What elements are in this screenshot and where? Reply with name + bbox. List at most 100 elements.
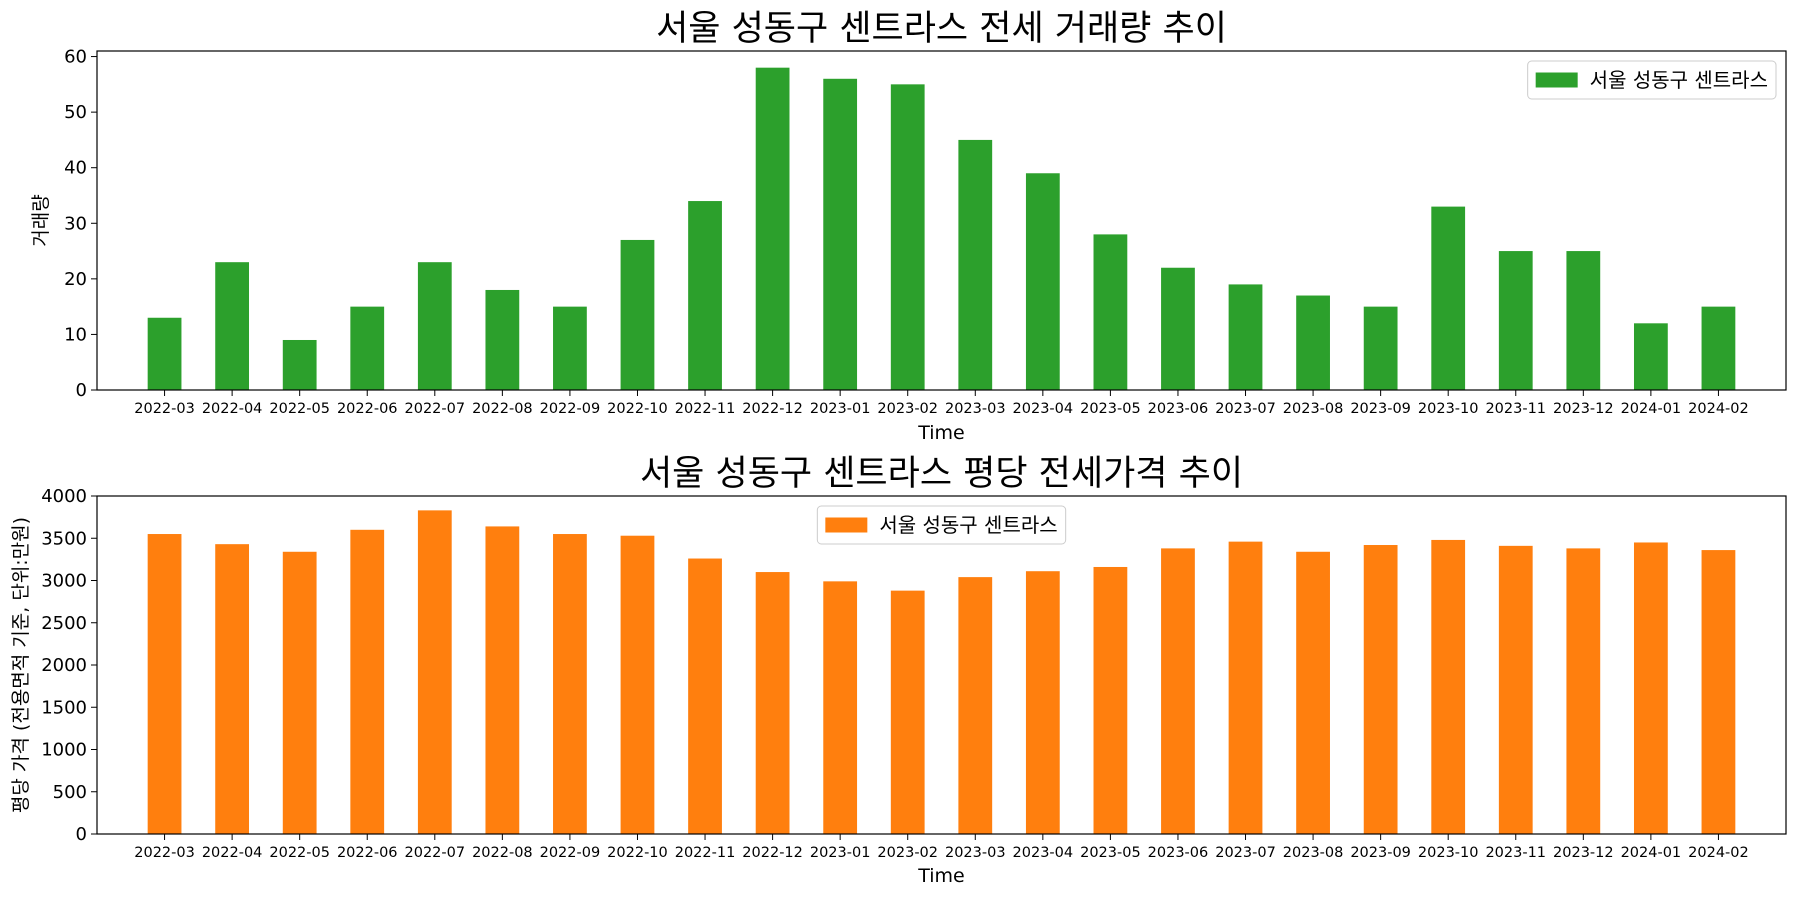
bar <box>1566 548 1601 834</box>
y-tick-label: 3000 <box>41 571 87 592</box>
x-tick-label: 2022-12 <box>742 845 803 861</box>
x-tick-label: 2022-03 <box>134 845 195 861</box>
x-tick-label: 2023-08 <box>1283 845 1344 861</box>
bar <box>1161 548 1195 834</box>
bar <box>1093 234 1128 390</box>
x-tick-label: 2023-07 <box>1215 845 1276 861</box>
x-tick-label: 2023-04 <box>1013 401 1074 417</box>
bar <box>823 78 858 390</box>
bar <box>215 262 250 390</box>
x-tick-label: 2023-04 <box>1013 845 1074 861</box>
bar <box>282 551 317 834</box>
x-tick-label: 2024-02 <box>1688 401 1749 417</box>
legend-box <box>1527 60 1777 100</box>
y-tick-label: 60 <box>64 47 87 68</box>
legend-label: 서울 성동구 센트라스 <box>879 513 1057 537</box>
x-tick-label: 2023-03 <box>945 401 1006 417</box>
y-tick-label: 1500 <box>41 697 87 718</box>
x-tick-label: 2024-01 <box>1621 845 1682 861</box>
x-tick-label: 2022-05 <box>269 401 330 417</box>
bar <box>688 558 722 834</box>
y-axis-label: 거래량 <box>30 194 52 246</box>
bar <box>417 510 452 834</box>
bar <box>1228 284 1263 390</box>
y-tick-label: 20 <box>64 269 87 290</box>
y-tick-label: 1000 <box>41 740 87 761</box>
bar <box>417 262 452 390</box>
bar <box>823 581 858 834</box>
x-tick-label: 2022-05 <box>269 845 330 861</box>
y-tick-label: 40 <box>64 158 87 179</box>
plot-frame <box>96 50 1787 391</box>
bar <box>553 534 587 834</box>
x-tick-label: 2023-10 <box>1418 401 1479 417</box>
x-tick-label: 2023-09 <box>1350 845 1411 861</box>
bar <box>1701 306 1736 390</box>
legend-swatch <box>1535 72 1578 88</box>
x-tick-label: 2022-11 <box>675 401 736 417</box>
x-tick-label: 2023-05 <box>1080 845 1141 861</box>
y-tick-label: 0 <box>76 380 87 401</box>
bar <box>1296 295 1330 390</box>
y-tick-label: 2000 <box>41 655 87 676</box>
bar <box>958 577 993 834</box>
bar <box>350 529 385 834</box>
x-tick-label: 2023-11 <box>1485 401 1546 417</box>
bar <box>1566 251 1601 390</box>
bar <box>1633 542 1668 834</box>
y-tick-label: 500 <box>53 782 87 803</box>
bar <box>620 239 655 390</box>
chart-1: 서울 성동구 센트라스 전세 거래량 추이 0 10 20 30 40 50 60 2022-0… <box>30 9 1787 444</box>
x-tick-label: 2022-04 <box>202 845 263 861</box>
bar <box>1296 551 1330 834</box>
legend-label: 서울 성동구 센트라스 <box>1590 68 1768 92</box>
bar <box>1093 566 1128 834</box>
bar <box>1228 541 1263 834</box>
legend: 서울 성동구 센트라스 <box>816 505 1067 545</box>
x-tick-label: 2022-08 <box>472 401 533 417</box>
x-tick-label: 2022-06 <box>337 845 398 861</box>
bar <box>485 289 520 390</box>
bar <box>755 572 790 834</box>
y-tick-label: 0 <box>76 824 87 845</box>
bar <box>958 139 993 390</box>
y-axis-label: 평당 가격 (전용면적 기준, 단위:만원) <box>10 517 32 813</box>
x-tick-label: 2022-07 <box>405 401 466 417</box>
legend: 서울 성동구 센트라스 <box>1527 60 1777 100</box>
x-tick-label: 2023-06 <box>1148 401 1209 417</box>
bar <box>485 526 520 834</box>
x-tick-label: 2022-09 <box>540 401 601 417</box>
x-tick-label: 2022-10 <box>607 401 668 417</box>
bar <box>890 590 925 834</box>
x-tick-label: 2023-12 <box>1553 401 1614 417</box>
x-tick-label: 2022-07 <box>405 845 466 861</box>
bar <box>350 306 385 390</box>
legend-swatch <box>825 517 868 533</box>
bar <box>1498 545 1533 834</box>
bar <box>147 534 182 834</box>
x-tick-label: 2023-08 <box>1283 401 1344 417</box>
bar <box>215 544 250 834</box>
x-tick-label: 2022-12 <box>742 401 803 417</box>
chart-title: 서울 성동구 센트라스 전세 거래량 추이 <box>656 9 1227 49</box>
x-tick-label: 2022-03 <box>134 401 195 417</box>
chart-2: 서울 성동구 센트라스 평당 전세가격 추이 0 500 1000 1500 2000 25… <box>10 454 1787 887</box>
bar <box>282 339 317 390</box>
x-tick-label: 2023-01 <box>810 845 871 861</box>
legend-box <box>816 505 1067 545</box>
y-tick-label: 30 <box>64 213 87 234</box>
bar <box>688 201 722 390</box>
x-tick-label: 2022-10 <box>607 845 668 861</box>
y-tick-label: 10 <box>64 324 87 345</box>
y-tick-label: 2500 <box>41 613 87 634</box>
x-tick-label: 2023-02 <box>877 401 938 417</box>
x-tick-label: 2022-11 <box>675 845 736 861</box>
x-tick-label: 2023-02 <box>877 845 938 861</box>
x-tick-label: 2023-10 <box>1418 845 1479 861</box>
bar <box>755 67 790 391</box>
x-axis-label: Time <box>917 865 965 887</box>
x-tick-label: 2022-06 <box>337 401 398 417</box>
x-tick-label: 2023-01 <box>810 401 871 417</box>
bar <box>1431 206 1466 390</box>
